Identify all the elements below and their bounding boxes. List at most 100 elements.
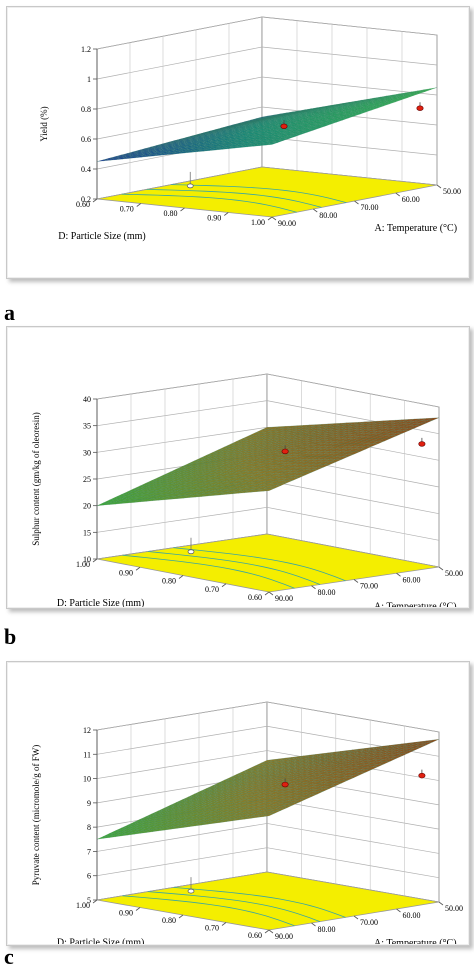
floor-contour-line: [121, 193, 297, 213]
surface-cell: [262, 487, 276, 492]
floor-contour-line: [146, 189, 322, 208]
y-tick-label: 80.00: [318, 588, 336, 597]
y-tick-label: 60.00: [402, 195, 420, 204]
design-point: [280, 123, 288, 130]
floor-contour-line: [147, 551, 321, 585]
wall-gridline: [96, 16, 438, 50]
x-tick-label: 0.80: [164, 209, 178, 218]
y-tick: [436, 184, 442, 189]
chart-panel-b: 10 15 20 25 30 35 40 1.00 0.90 0.80 0.70 0.60 50.00 6…: [6, 326, 470, 613]
z-tick-label: 20: [83, 502, 91, 511]
wall-gridline: [96, 750, 440, 781]
wall-gridline: [96, 823, 440, 854]
y-tick: [395, 192, 400, 197]
y-tick-label: 70.00: [361, 203, 379, 212]
y-tick-label: 60.00: [403, 911, 421, 920]
panel-letter-c: c: [4, 944, 14, 969]
z-tick-label: 1.2: [81, 45, 91, 54]
x-tick: [264, 929, 270, 934]
y-tick-label: 50.00: [445, 569, 463, 578]
x-tick: [178, 914, 184, 919]
z-axis-title: Pyruvate content (micromole/g of FW): [31, 745, 41, 885]
x-tick: [267, 216, 273, 221]
x-tick-label: 1.00: [76, 560, 90, 569]
wall-gridline: [96, 46, 438, 80]
x-tick-label: 0.90: [119, 568, 133, 577]
x-tick: [92, 558, 98, 563]
chart-panel-a: 0.2 0.4 0.6 0.8 1 1.2 0.60 0.70 0.80 0.90 1.00 50.0…: [6, 6, 470, 279]
design-point-below: [187, 549, 195, 555]
z-tick-label: 15: [83, 528, 91, 537]
z-tick-label: 25: [83, 475, 91, 484]
z-tick-label: 9: [87, 799, 91, 808]
x-tick: [135, 907, 141, 911]
design-point-below: [186, 183, 194, 189]
y-axis-title: A: Temperature (°C): [375, 223, 458, 234]
y-axis-title: A: Temperature (°C): [374, 602, 457, 608]
z-axis-title: Yield (%): [39, 106, 49, 141]
y-tick-label: 80.00: [319, 211, 337, 220]
y-tick: [353, 915, 359, 920]
design-point: [416, 105, 424, 111]
z-tick-label: 0.6: [81, 135, 91, 144]
x-tick-label: 0.80: [162, 577, 176, 586]
wall-gridline: [96, 373, 440, 408]
wall-gridline: [96, 506, 440, 541]
panel-letter-a: a: [4, 300, 15, 325]
wall-gridline: [96, 106, 438, 140]
surface-chart-b: 10 15 20 25 30 35 40 1.00 0.90 0.80 0.70 0.60 50.00 6…: [31, 373, 463, 613]
z-axis-title: Sulphur content (gm/kg of oleoresin): [31, 412, 41, 545]
x-tick: [178, 575, 184, 579]
wall-gridline: [96, 701, 440, 733]
y-tick-label: 50.00: [443, 187, 461, 196]
x-tick-label: 0.80: [162, 916, 176, 925]
y-axis-title: A: Temperature (°C): [374, 938, 457, 944]
floor-contour-plane: [96, 871, 440, 931]
y-tick: [268, 591, 274, 596]
floor-contour-line: [173, 547, 346, 582]
floor-contour-line: [173, 887, 346, 918]
surface-chart-c: 5 6 7 8 9 10 11 12 1.00 0.90 0.80 0.70 0.60 50.00 60.0…: [31, 701, 463, 949]
x-axis-title: D: Particle Size (mm): [58, 231, 145, 242]
x-tick-label: 1.00: [76, 901, 90, 910]
x-tick-label: 1.00: [251, 218, 265, 227]
response-surface: [96, 739, 440, 840]
floor-contour-line: [171, 184, 347, 203]
x-axis-title: D: Particle Size (mm): [57, 938, 144, 945]
floor-contour-line: [122, 895, 295, 927]
panel-letter-b: b: [4, 624, 17, 649]
response-surface: [96, 417, 440, 506]
surface-cell: [262, 812, 276, 817]
z-tick-label: 10: [83, 555, 91, 564]
x-tick: [264, 591, 270, 596]
y-tick: [268, 929, 274, 934]
x-tick-label: 0.70: [205, 924, 219, 933]
design-point: [418, 441, 426, 447]
x-tick: [135, 566, 141, 571]
design-point: [281, 781, 289, 788]
y-tick: [396, 572, 401, 577]
z-tick-label: 12: [83, 726, 91, 735]
design-point-below: [187, 888, 195, 894]
wall-gridline: [96, 76, 438, 110]
floor-contour-plane: [96, 166, 438, 218]
y-tick: [311, 922, 316, 927]
y-tick-label: 60.00: [403, 575, 421, 584]
wall-gridline: [96, 847, 440, 879]
y-tick: [353, 579, 359, 583]
z-tick-label: 10: [83, 775, 91, 784]
floor-contour-line: [147, 891, 321, 922]
x-tick: [136, 203, 141, 207]
chart-panel-c: 5 6 7 8 9 10 11 12 1.00 0.90 0.80 0.70 0.60 50.00 60.0…: [6, 661, 470, 949]
x-tick-label: 0.60: [76, 200, 90, 209]
x-tick: [221, 583, 227, 588]
y-tick-label: 50.00: [445, 904, 463, 913]
response-surface: [96, 87, 438, 162]
z-tick-label: 0.2: [81, 195, 91, 204]
y-tick: [438, 901, 444, 906]
y-tick-label: 90.00: [275, 594, 293, 603]
z-tick-label: 0.4: [81, 165, 91, 174]
design-point: [281, 448, 289, 455]
z-tick-label: 7: [87, 847, 91, 856]
y-tick-label: 90.00: [278, 219, 296, 228]
